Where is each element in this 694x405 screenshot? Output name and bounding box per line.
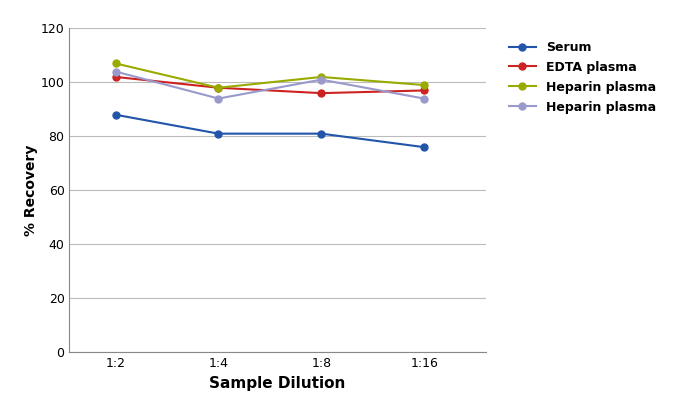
Line: Serum: Serum [112,111,428,151]
EDTA plasma [420,88,428,93]
X-axis label: Sample Dilution: Sample Dilution [210,376,346,391]
Serum [214,131,223,136]
Y-axis label: % Recovery: % Recovery [24,145,38,236]
Serum [420,145,428,149]
Heparin plasma [214,85,223,90]
Heparin plasma [112,69,120,74]
Line: Heparin plasma: Heparin plasma [112,68,428,102]
Line: Heparin plasma: Heparin plasma [112,60,428,91]
Heparin plasma [112,61,120,66]
Line: EDTA plasma: EDTA plasma [112,73,428,97]
Serum [317,131,325,136]
EDTA plasma [317,91,325,96]
EDTA plasma [214,85,223,90]
Heparin plasma [214,96,223,101]
Heparin plasma [317,77,325,82]
EDTA plasma [112,75,120,79]
Heparin plasma [420,96,428,101]
Heparin plasma [317,75,325,79]
Legend: Serum, EDTA plasma, Heparin plasma, Heparin plasma: Serum, EDTA plasma, Heparin plasma, Hepa… [509,41,657,114]
Heparin plasma [420,83,428,87]
Serum [112,112,120,117]
